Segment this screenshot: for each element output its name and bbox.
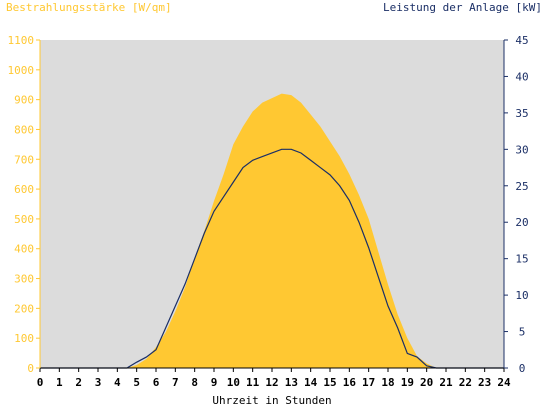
left-tick-label: 600 [14,183,34,196]
left-tick-label: 1100 [8,34,35,47]
x-tick-label: 18 [381,376,394,389]
left-tick-label: 300 [14,273,34,286]
left-tick-label: 400 [14,243,34,256]
x-tick-label: 12 [265,376,278,389]
right-tick-label: 10 [515,289,528,302]
left-tick-label: 100 [14,332,34,345]
left-tick-label: 0 [27,362,34,375]
left-axis-title: Bestrahlungsstärke [W/qm] [6,1,172,14]
x-tick-label: 5 [133,376,140,389]
x-tick-label: 10 [227,376,240,389]
x-tick-label: 24 [497,376,511,389]
x-tick-label: 3 [95,376,102,389]
x-tick-label: 21 [439,376,453,389]
right-axis-title: Leistung der Anlage [kW] [383,1,542,14]
right-tick-label: 0 [519,362,526,375]
x-tick-label: 4 [114,376,121,389]
x-tick-label: 20 [420,376,433,389]
x-tick-label: 14 [304,376,318,389]
x-tick-label: 6 [153,376,160,389]
right-tick-label: 40 [515,70,528,83]
left-tick-label: 500 [14,213,34,226]
right-tick-label: 25 [515,180,528,193]
right-tick-label: 35 [515,107,528,120]
x-tick-label: 23 [478,376,491,389]
right-tick-label: 20 [515,216,528,229]
left-tick-label: 1000 [8,64,35,77]
left-axis-ticks: 0 100 200 300 400 500 600 700 800 900 1000 1100 [8,34,40,375]
left-tick-label: 800 [14,123,34,136]
irradiance-area [40,93,504,369]
right-tick-label: 5 [519,326,526,339]
x-tick-label: 2 [75,376,82,389]
right-tick-label: 30 [515,143,528,156]
power-line [40,148,504,369]
left-tick-label: 900 [14,94,34,107]
x-tick-label: 17 [362,376,375,389]
x-tick-label: 22 [459,376,472,389]
x-axis-ticks: 0 1 2 3 4 5 6 7 8 9 10 11 12 13 14 15 16 17 18 19 20 21 22 23 24 [37,368,511,389]
x-tick-label: 13 [285,376,298,389]
x-tick-label: 0 [37,376,44,389]
x-tick-label: 8 [191,376,198,389]
right-axis-ticks: 0 5 10 15 20 25 30 35 40 45 [504,34,529,375]
left-tick-label: 700 [14,153,34,166]
left-tick-label: 200 [14,302,34,315]
x-tick-label: 16 [343,376,357,389]
x-tick-label: 15 [323,376,336,389]
right-tick-label: 45 [515,34,528,47]
x-tick-label: 9 [211,376,218,389]
x-tick-label: 11 [246,376,260,389]
x-axis-label: Uhrzeit in Stunden [212,394,332,407]
x-tick-label: 1 [56,376,63,389]
right-tick-label: 15 [515,253,528,266]
x-tick-label: 19 [401,376,414,389]
x-tick-label: 7 [172,376,179,389]
